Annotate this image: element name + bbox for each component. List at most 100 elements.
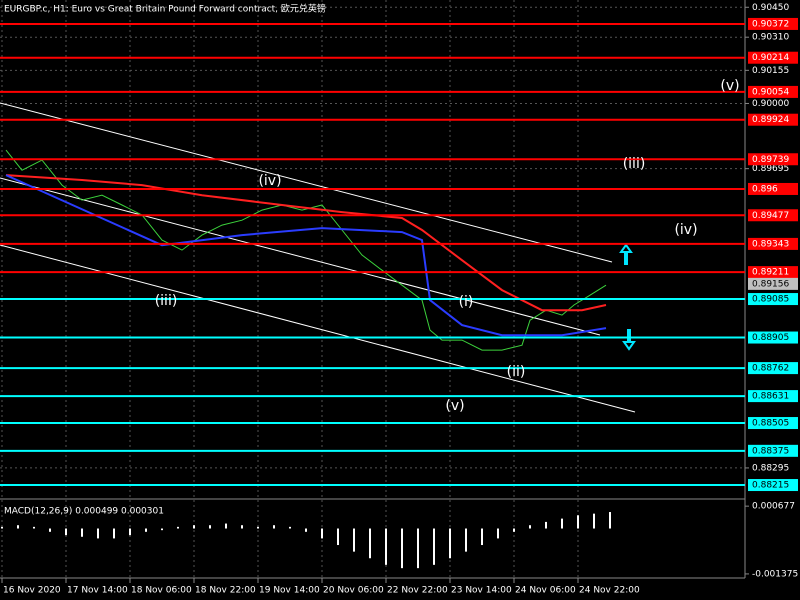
macd-bar bbox=[289, 526, 291, 529]
macd-title: MACD(12,26,9) 0.000499 0.000301 bbox=[4, 507, 164, 517]
wave-label: (iii) bbox=[155, 293, 178, 309]
level-label: 0.88505 bbox=[752, 419, 789, 429]
level-label: 0.88375 bbox=[752, 446, 789, 456]
y-tick-label: 0.90155 bbox=[752, 66, 789, 76]
level-tag bbox=[748, 417, 798, 430]
y-tick-label: -0.001375 bbox=[752, 569, 798, 579]
level-label: 0.89211 bbox=[752, 268, 789, 278]
grid bbox=[0, 0, 745, 578]
wave-label: (i) bbox=[459, 294, 474, 310]
macd-bar bbox=[353, 528, 355, 552]
x-tick-label: 22 Nov 22:00 bbox=[387, 586, 448, 596]
macd-bar bbox=[577, 515, 579, 529]
macd-bar bbox=[81, 528, 83, 537]
macd-bar bbox=[369, 528, 371, 559]
y-tick-label: 0.88295 bbox=[752, 463, 789, 473]
macd-bar bbox=[465, 528, 467, 552]
level-tag bbox=[748, 444, 798, 457]
macd-bar bbox=[145, 528, 147, 532]
macd-bar bbox=[177, 526, 179, 529]
level-tag bbox=[748, 85, 798, 98]
wave-label: (ii) bbox=[507, 364, 526, 380]
level-tag bbox=[748, 237, 798, 250]
level-tag bbox=[748, 293, 798, 306]
macd-bar bbox=[161, 528, 163, 531]
level-tag bbox=[748, 17, 798, 30]
level-label: 0.896 bbox=[752, 184, 778, 194]
up-arrow bbox=[619, 243, 633, 265]
price-line bbox=[5, 149, 607, 351]
level-tag bbox=[748, 331, 798, 344]
wave-label: (iii) bbox=[623, 156, 646, 172]
level-tag bbox=[748, 390, 798, 403]
macd-bar bbox=[545, 521, 547, 529]
macd-bar bbox=[241, 525, 243, 529]
level-label: 0.90214 bbox=[752, 53, 789, 63]
macd-bar bbox=[17, 525, 19, 529]
macd-bar bbox=[401, 528, 403, 569]
level-label: 0.89085 bbox=[752, 295, 789, 305]
macd-bar bbox=[497, 528, 499, 539]
macd-bar bbox=[97, 528, 99, 539]
x-tick-label: 23 Nov 14:00 bbox=[451, 586, 512, 596]
macd-bar bbox=[529, 525, 531, 529]
y-tick-label: 0.89695 bbox=[752, 164, 789, 174]
macd-bar bbox=[273, 525, 275, 529]
y-tick-label: 0.90000 bbox=[752, 99, 789, 109]
wave-label: (v) bbox=[445, 398, 464, 414]
wave-label: (v) bbox=[720, 78, 739, 94]
x-tick-label: 17 Nov 14:00 bbox=[67, 586, 128, 596]
current-price-label: 0.89156 bbox=[752, 279, 789, 289]
wave-label: (iv) bbox=[674, 222, 697, 238]
x-tick-label: 20 Nov 06:00 bbox=[323, 586, 384, 596]
macd-bar bbox=[609, 512, 611, 529]
level-label: 0.89343 bbox=[752, 239, 789, 249]
level-tag bbox=[748, 153, 798, 166]
price-line bbox=[5, 174, 607, 337]
macd-bar bbox=[209, 525, 211, 529]
x-tick-label: 24 Nov 22:00 bbox=[579, 586, 640, 596]
macd-bar bbox=[193, 525, 195, 529]
level-tag bbox=[748, 266, 798, 279]
plot bbox=[5, 149, 607, 351]
y-tick-label: 0.000677 bbox=[752, 502, 795, 512]
down-arrow bbox=[622, 329, 636, 351]
x-tick-label: 18 Nov 06:00 bbox=[131, 586, 192, 596]
macd-bar bbox=[49, 528, 51, 532]
macd-bar bbox=[225, 523, 227, 529]
macd-bar bbox=[321, 528, 323, 539]
level-tag bbox=[748, 113, 798, 126]
level-label: 0.88905 bbox=[752, 333, 789, 343]
macd-bar bbox=[481, 528, 483, 546]
macd-bar bbox=[129, 528, 131, 536]
y-tick-label: 0.90450 bbox=[752, 3, 789, 13]
level-label: 0.88215 bbox=[752, 481, 789, 491]
macd-bar bbox=[1, 526, 3, 529]
x-tick-label: 19 Nov 14:00 bbox=[259, 586, 320, 596]
trend-line bbox=[0, 102, 613, 263]
level-tag bbox=[748, 51, 798, 64]
x-tick-label: 18 Nov 22:00 bbox=[195, 586, 256, 596]
macd-bar bbox=[33, 526, 35, 529]
macd-bar bbox=[337, 528, 339, 546]
level-tag bbox=[748, 362, 798, 375]
price-line bbox=[5, 174, 607, 312]
x-tick-label: 16 Nov 2020 bbox=[3, 586, 61, 596]
macd-bar bbox=[305, 528, 307, 532]
level-tag bbox=[748, 182, 798, 195]
macd-bar bbox=[561, 518, 563, 529]
level-label: 0.88631 bbox=[752, 392, 789, 402]
macd-bar bbox=[449, 528, 451, 559]
level-tag bbox=[748, 209, 798, 222]
level-label: 0.88762 bbox=[752, 364, 789, 374]
level-label: 0.89477 bbox=[752, 211, 789, 221]
macd-bar bbox=[65, 528, 67, 536]
macd-bar bbox=[433, 528, 435, 565]
trend-line bbox=[0, 177, 601, 336]
macd-bar bbox=[113, 528, 115, 539]
macd-bar bbox=[417, 528, 419, 569]
macd-bar bbox=[513, 528, 515, 532]
level-label: 0.89924 bbox=[752, 115, 789, 125]
wave-label: (iv) bbox=[258, 173, 281, 189]
